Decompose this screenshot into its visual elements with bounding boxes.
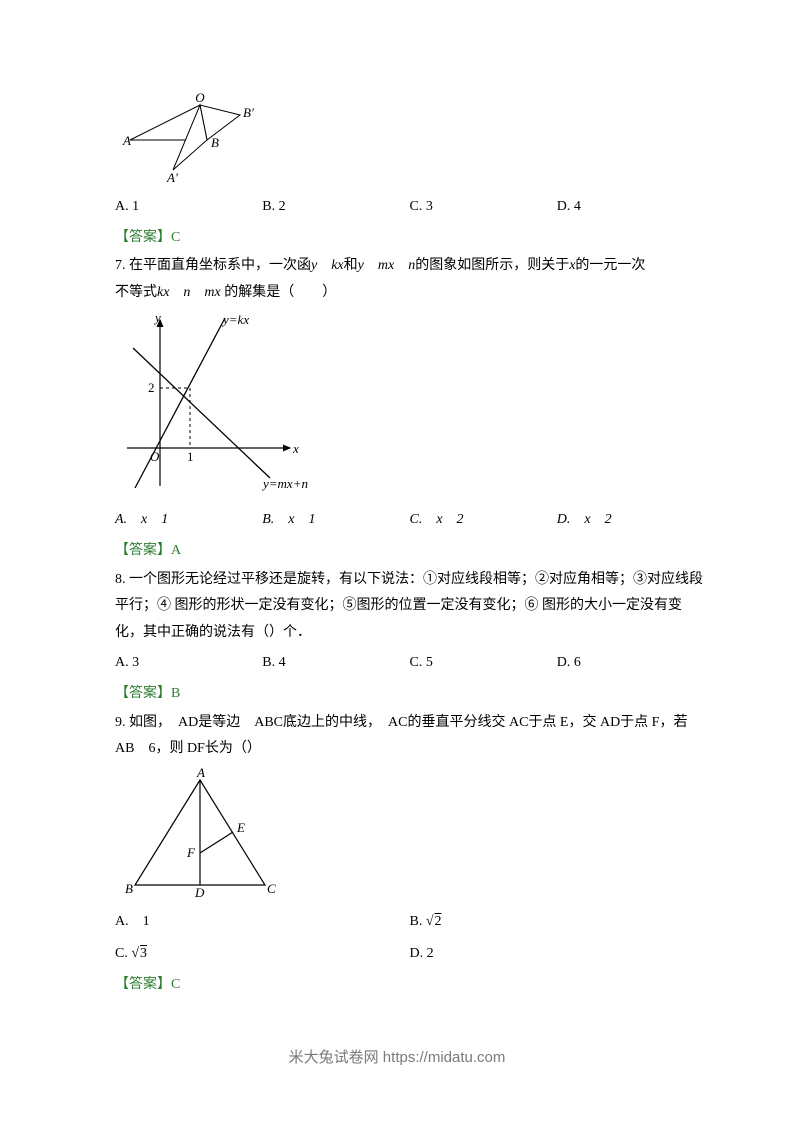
q7-l2a: 不等式	[115, 285, 157, 300]
label-Bp: B'	[243, 105, 254, 120]
q6-choice-b: B. 2	[262, 194, 409, 221]
page-footer: 米大兔试卷网 https://midatu.com	[0, 1044, 794, 1073]
q7-tick-x: 1	[187, 449, 194, 464]
q9-choice-a: A. 1	[115, 909, 410, 936]
q7-text: 7. 在平面直角坐标系中，一次函y kx和y mx n的图象如图所示，则关于x的…	[115, 253, 704, 306]
q9-E: E	[236, 820, 245, 835]
q8-choice-c: C. 5	[410, 650, 557, 677]
q9-text: 9. 如图， AD是等边 ABC底边上的中线， AC的垂直平分线交 AC于点 E…	[115, 710, 704, 763]
q7-y2: y	[358, 258, 364, 273]
q6-choice-d: D. 4	[557, 194, 704, 221]
q6-answer: 【答案】C	[115, 225, 704, 252]
q9-b-rad: 2	[434, 914, 442, 929]
q7-t3: 的一元一次	[575, 258, 645, 273]
q9-choices-row2: C. √3 D. 2	[115, 941, 704, 968]
q9-answer: 【答案】C	[115, 972, 704, 999]
q6-svg: O A B B' A'	[115, 90, 265, 190]
q9-svg: A B C D E F	[115, 765, 285, 905]
q7-choice-b: B. x 1	[262, 507, 409, 534]
label-O: O	[195, 90, 205, 105]
q7-l2b: 的解集是（ ）	[221, 285, 337, 300]
figure-q7: y x O 2 1 y=kx y=mx+n	[115, 308, 704, 503]
q6-choice-c: C. 3	[410, 194, 557, 221]
q6-choice-a: A. 1	[115, 194, 262, 221]
q8-text: 8. 一个图形无论经过平移还是旋转，有以下说法：①对应线段相等；②对应角相等；③…	[115, 567, 704, 647]
q7-y-label: y	[153, 310, 161, 325]
q7-choices: A. x 1 B. x 1 C. x 2 D. x 2	[115, 507, 704, 534]
q8-choice-b: B. 4	[262, 650, 409, 677]
q7-eq2: mx	[378, 258, 394, 273]
q9-D: D	[194, 885, 205, 900]
q7-choice-d: D. x 2	[557, 507, 704, 534]
q9-choice-c: C. √3	[115, 941, 410, 968]
q9-c-prefix: C.	[115, 946, 131, 961]
label-Ap: A'	[166, 170, 178, 185]
q8-choice-a: A. 3	[115, 650, 262, 677]
q7-tick-y: 2	[148, 380, 155, 395]
q7-svg: y x O 2 1 y=kx y=mx+n	[115, 308, 315, 503]
q8-choices: A. 3 B. 4 C. 5 D. 6	[115, 650, 704, 677]
q9-c-rad: 3	[139, 946, 147, 961]
q7-y1: y	[311, 258, 317, 273]
q9-A: A	[196, 765, 205, 780]
q7-eq1: kx	[331, 258, 343, 273]
q8-answer: 【答案】B	[115, 681, 704, 708]
q9-C: C	[267, 881, 276, 896]
q7-ineq: kx n mx	[157, 285, 221, 300]
q7-t2: 的图象如图所示，则关于	[415, 258, 569, 273]
sqrt-icon: √2	[426, 914, 442, 929]
q9-choices-row1: A. 1 B. √2	[115, 909, 704, 936]
q7-and: 和	[344, 258, 358, 273]
figure-q9: A B C D E F	[115, 765, 704, 905]
q7-choice-a: A. x 1	[115, 507, 262, 534]
q9-choice-d: D. 2	[410, 941, 705, 968]
q7-t1: 7. 在平面直角坐标系中，一次函	[115, 258, 311, 273]
q9-b-prefix: B.	[410, 914, 426, 929]
q9-choice-b: B. √2	[410, 909, 705, 936]
q7-kx-label: y=kx	[221, 312, 249, 327]
figure-q6: O A B B' A'	[115, 90, 704, 190]
q7-mxn-label: y=mx+n	[261, 476, 308, 491]
label-B: B	[211, 135, 219, 150]
label-A: A	[122, 133, 131, 148]
q7-x-label: x	[292, 441, 299, 456]
q9-B: B	[125, 881, 133, 896]
q7-answer: 【答案】A	[115, 538, 704, 565]
q8-choice-d: D. 6	[557, 650, 704, 677]
q7-O-label: O	[150, 449, 160, 464]
sqrt-icon: √3	[131, 946, 147, 961]
q7-choice-c: C. x 2	[410, 507, 557, 534]
q9-F: F	[186, 845, 196, 860]
q6-choices: A. 1 B. 2 C. 3 D. 4	[115, 194, 704, 221]
